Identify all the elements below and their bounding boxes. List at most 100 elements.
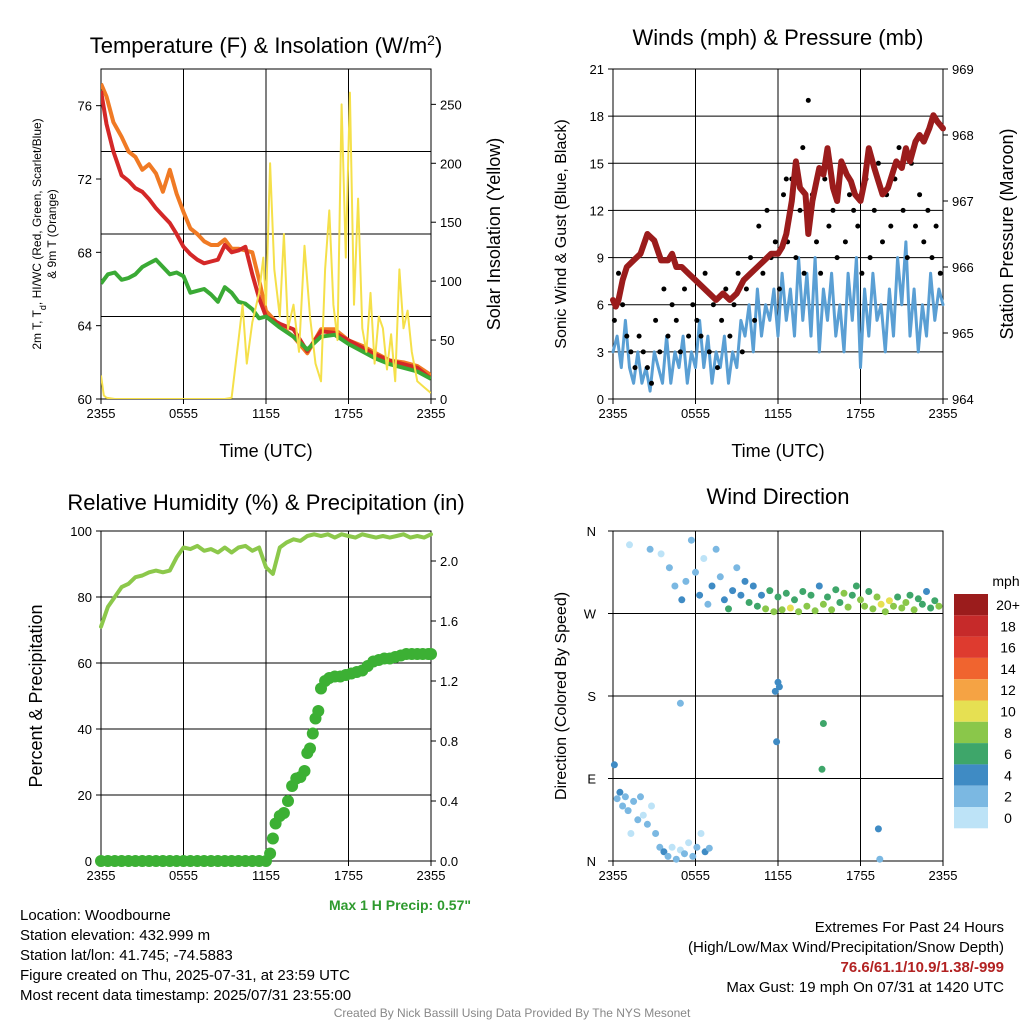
wind-gust-point	[929, 255, 935, 261]
colorbar-label: 18	[1000, 618, 1016, 634]
wdir-ytick-label: N	[587, 524, 596, 539]
temp-y2tick-label: 50	[440, 333, 454, 348]
wdir-point	[923, 588, 930, 595]
credit-line: Created By Nick Bassill Using Data Provi…	[333, 1006, 691, 1020]
wdir-point	[634, 816, 642, 824]
wdir-point	[665, 564, 673, 572]
colorbar-label: 8	[1004, 725, 1012, 741]
rh-xtick-label: 0555	[169, 868, 198, 883]
wdir-ytick-label: N	[587, 854, 596, 869]
wdir-point	[712, 545, 720, 553]
wind-gust-point	[710, 302, 716, 308]
temp-y2tick-label: 250	[440, 97, 462, 112]
wind-gust-point	[818, 270, 824, 276]
wind-gust-point	[904, 255, 910, 261]
wdir-ytick-label: W	[584, 607, 597, 622]
timestamp-line: Most recent data timestamp: 2025/07/31 2…	[20, 987, 352, 1004]
wdir-point	[693, 843, 701, 851]
wind-gust-point	[925, 207, 931, 213]
wind-ytick-label: 9	[597, 251, 604, 266]
wdir-point	[861, 602, 869, 610]
wind-gust-point	[834, 255, 840, 261]
wdir-point	[753, 602, 761, 610]
wind-gust-point	[686, 333, 692, 339]
wdir-point	[807, 591, 815, 599]
wind-speed-line	[611, 240, 945, 393]
wdir-point	[619, 802, 627, 810]
wdir-point	[682, 577, 690, 585]
wdir-point	[927, 604, 935, 612]
temp-ylabel: 2m T, Td, HI/WC (Red, Green, Scarlet/Blu…	[30, 118, 48, 349]
temp-y2tick-label: 0	[440, 392, 447, 407]
precip-point	[306, 727, 319, 740]
precip-point	[312, 705, 325, 717]
wdir-xtick-label: 1755	[846, 868, 875, 883]
wdir-point	[824, 593, 831, 601]
elevation-line: Station elevation: 432.999 m	[20, 927, 211, 944]
wind-gust-point	[715, 365, 720, 371]
temp-xtick-label: 1155	[252, 406, 280, 421]
wdir-point	[626, 541, 633, 549]
wdir-point	[733, 564, 741, 572]
wind-y2tick-label: 967	[952, 194, 974, 209]
colorbar-swatch	[954, 785, 988, 807]
wind-gust-point	[727, 333, 733, 339]
rh-xtick-label: 2355	[87, 868, 116, 883]
colorbar-swatch	[954, 743, 988, 765]
precip-point	[298, 765, 311, 777]
wdir-point	[869, 605, 877, 613]
wind-xtick-label: 1755	[846, 406, 875, 421]
wind-ylabel-right: Station Pressure (Maroon)	[997, 128, 1017, 339]
max-gust-line: Max Gust: 19 mph On 07/31 at 1420 UTC	[726, 979, 1004, 996]
temp-title: Temperature (F) & Insolation (W/m2)	[90, 32, 443, 58]
wdir-point	[660, 848, 668, 856]
precip-point	[266, 832, 279, 845]
rh-ylabel: Percent & Precipitation	[26, 604, 46, 787]
wind-gust-point	[657, 349, 663, 355]
rh-ytick-label: 20	[78, 788, 92, 803]
wind-xtick-label: 2355	[599, 406, 628, 421]
wdir-point	[613, 795, 621, 803]
wind-title: Winds (mph) & Pressure (mb)	[633, 25, 924, 50]
wind-gust-point	[756, 223, 762, 229]
wind-gust-point	[842, 239, 848, 245]
wdir-point	[729, 587, 737, 595]
wdir-point	[844, 603, 852, 611]
wdir-point	[773, 738, 781, 746]
wdir-point	[795, 608, 803, 616]
wdir-point	[720, 596, 728, 604]
colorbar-swatch	[954, 807, 988, 829]
wdir-point	[902, 599, 910, 606]
wdir-point	[668, 843, 676, 851]
rh-xtick-label: 2355	[417, 868, 446, 883]
colorbar-swatch	[954, 764, 988, 786]
temp-y2tick-label: 100	[440, 274, 462, 289]
created-line: Figure created on Thu, 2025-07-31, at 23…	[20, 967, 350, 984]
wind-gust-point	[649, 380, 654, 386]
wdir-point	[705, 844, 713, 852]
wdir-point	[876, 855, 884, 863]
wind-gust-point	[800, 145, 806, 151]
wind-gust-point	[735, 270, 741, 276]
wdir-point	[906, 591, 914, 599]
colorbar-swatch	[954, 721, 988, 744]
colorbar-label: 14	[1000, 661, 1016, 677]
wind-gust-point	[917, 192, 923, 198]
temp-ylabel-line2: & 9m T (Orange)	[45, 189, 59, 279]
wdir-point	[664, 852, 672, 860]
wdir-point	[681, 850, 688, 858]
temp-series-line	[101, 90, 431, 381]
temp-ytick-label: 72	[78, 172, 92, 187]
wdir-xtick-label: 1155	[764, 868, 792, 883]
wind-gust-point	[805, 97, 811, 103]
wdir-point	[894, 593, 902, 601]
wdir-point	[898, 604, 906, 612]
wind-ytick-label: 6	[597, 298, 604, 313]
wdir-ylabel: Direction (Colored By Speed)	[553, 592, 570, 800]
wdir-point	[819, 600, 827, 608]
wdir-point	[771, 687, 779, 695]
wdir-point	[616, 788, 624, 796]
wdir-point	[725, 605, 732, 613]
wind-xtick-label: 2355	[929, 406, 958, 421]
wdir-point	[873, 593, 881, 601]
